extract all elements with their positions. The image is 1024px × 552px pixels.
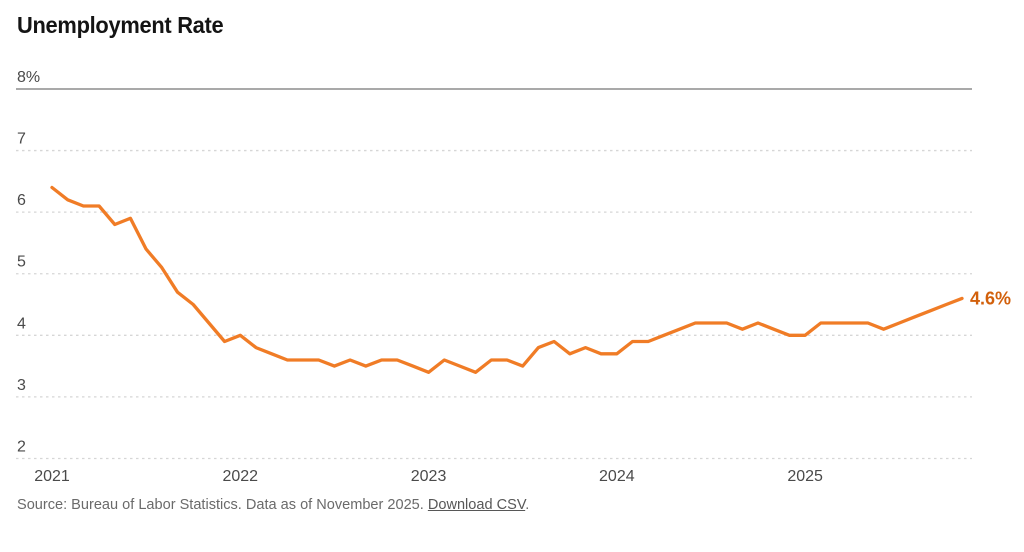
chart-title: Unemployment Rate [17,12,224,38]
line-chart: 8% 7 6 5 4 3 2 2021 2022 2023 2024 2025 4.6% [16,69,1011,485]
y-tick-label: 8% [17,69,40,86]
y-tick-label: 4 [17,315,26,332]
current-value-label: 4.6% [970,288,1011,308]
source-suffix: . [525,496,530,513]
y-tick-label: 7 [17,131,26,148]
y-tick-label: 3 [17,377,26,394]
x-tick-label: 2023 [411,468,447,485]
source-note: Source: Bureau of Labor Statistics. Data… [17,496,529,513]
x-tick-label: 2024 [599,468,635,485]
y-tick-label: 5 [17,254,26,271]
source-text: Source: Bureau of Labor Statistics. Data… [17,496,428,513]
x-tick-label: 2022 [222,468,258,485]
x-tick-label: 2025 [787,468,823,485]
y-tick-label: 2 [17,438,26,455]
trend-line [50,185,964,374]
download-csv-link[interactable]: Download CSV [427,496,526,513]
y-tick-label: 6 [17,192,26,209]
x-tick-label: 2021 [34,468,70,485]
